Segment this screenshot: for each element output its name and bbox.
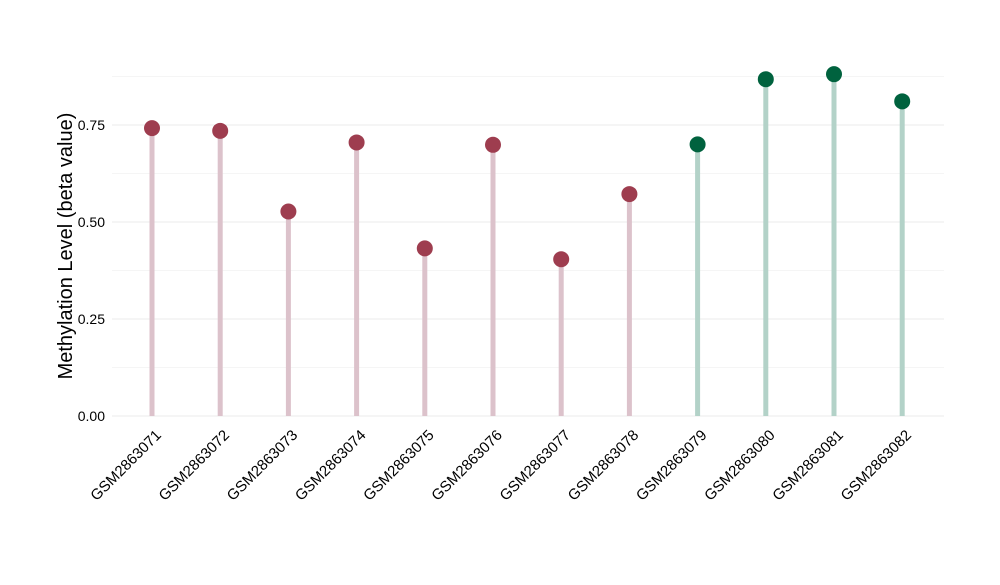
x-tick-label-10: GSM2863081: [769, 427, 846, 504]
x-tick-label-1: GSM2863072: [156, 427, 233, 504]
point-GSM2863077: [553, 251, 570, 268]
x-tick-label-9: GSM2863080: [701, 427, 778, 504]
point-GSM2863074: [348, 134, 365, 151]
point-GSM2863075: [416, 240, 433, 257]
grid-layer: [112, 76, 944, 417]
point-GSM2863080: [757, 71, 774, 88]
point-GSM2863073: [280, 203, 297, 220]
y-tick-labels: 0.00 0.25 0.50 0.75: [78, 117, 105, 424]
y-tick-label-0: 0.00: [78, 408, 105, 424]
x-tick-labels: GSM2863071GSM2863072GSM2863073GSM2863074…: [87, 427, 915, 504]
x-tick-label-4: GSM2863075: [360, 427, 437, 504]
x-tick-label-5: GSM2863076: [428, 427, 505, 504]
point-GSM2863078: [621, 186, 638, 203]
point-GSM2863071: [144, 120, 160, 137]
y-axis-title: Methylation Level (beta value): [55, 113, 77, 380]
x-tick-label-11: GSM2863082: [838, 427, 915, 504]
y-tick-label-3: 0.75: [78, 117, 105, 133]
x-tick-label-3: GSM2863074: [292, 427, 369, 504]
stem-layer: [149, 74, 905, 416]
x-tick-label-6: GSM2863077: [497, 427, 574, 504]
point-layer: [144, 66, 911, 268]
point-GSM2863082: [894, 93, 911, 110]
point-GSM2863076: [485, 136, 501, 153]
point-GSM2863072: [212, 122, 229, 139]
x-tick-label-0: GSM2863071: [87, 427, 164, 504]
x-tick-label-7: GSM2863078: [565, 427, 642, 504]
x-tick-label-8: GSM2863079: [633, 427, 710, 504]
point-GSM2863079: [689, 136, 706, 153]
point-GSM2863081: [826, 66, 842, 83]
x-tick-label-2: GSM2863073: [224, 427, 301, 504]
y-tick-label-1: 0.25: [78, 311, 105, 327]
y-tick-label-2: 0.50: [78, 214, 105, 230]
